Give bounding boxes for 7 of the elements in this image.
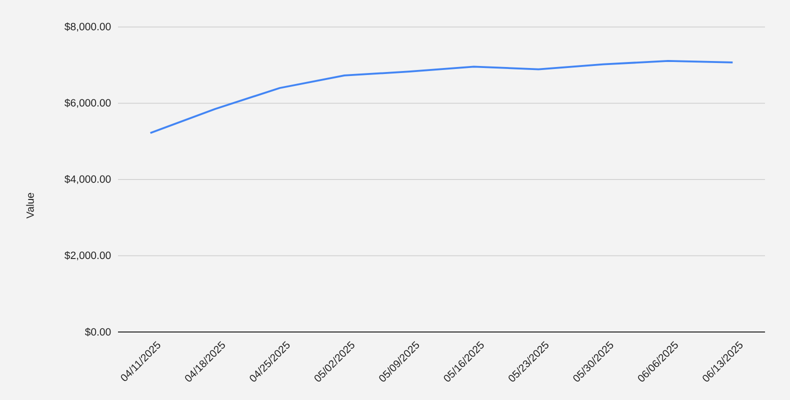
y-axis-title: Value [26, 192, 34, 218]
y-tick-label: $6,000.00 [64, 98, 111, 108]
y-tick-label: $2,000.00 [64, 251, 111, 260]
y-tick-label: $8,000.00 [64, 22, 111, 32]
y-tick-label: $0.00 [84, 328, 111, 336]
line-series [149, 60, 734, 134]
y-tick-label: $4,000.00 [64, 174, 111, 184]
